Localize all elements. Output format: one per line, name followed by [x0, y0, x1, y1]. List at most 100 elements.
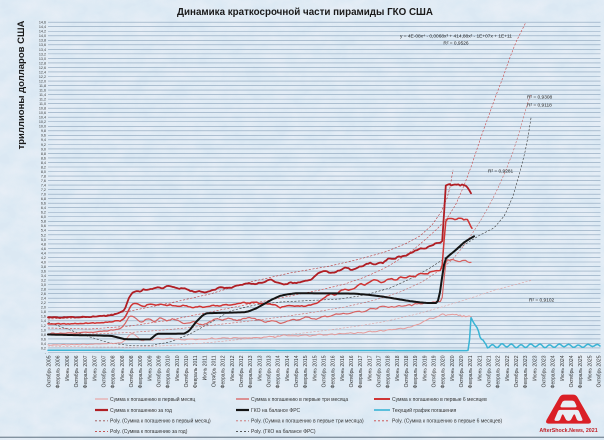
- svg-text:9,4: 9,4: [41, 138, 46, 142]
- svg-text:3,6: 3,6: [41, 269, 46, 273]
- svg-text:R² = 0,9102: R² = 0,9102: [529, 298, 555, 304]
- svg-text:14,2: 14,2: [39, 30, 46, 34]
- svg-text:11,6: 11,6: [39, 88, 46, 92]
- svg-text:8,0: 8,0: [41, 170, 46, 174]
- svg-text:12,2: 12,2: [39, 75, 46, 79]
- svg-text:Февраль 2023: Февраль 2023: [523, 355, 529, 388]
- svg-text:5,4: 5,4: [41, 229, 46, 233]
- svg-text:Динамика краткосрочной части п: Динамика краткосрочной части пирамиды ГК…: [177, 7, 433, 18]
- svg-text:Октябрь 2021: Октябрь 2021: [487, 355, 493, 387]
- svg-text:2,2: 2,2: [41, 301, 46, 305]
- svg-text:9,0: 9,0: [41, 147, 46, 151]
- svg-text:5,0: 5,0: [41, 238, 46, 242]
- svg-text:3,2: 3,2: [41, 279, 46, 283]
- svg-text:-: -: [45, 351, 47, 355]
- svg-text:Сумма к погашению в первый мес: Сумма к погашению в первый месяц: [110, 396, 195, 403]
- svg-text:Октябрь 2018: Октябрь 2018: [404, 355, 410, 387]
- svg-text:Июнь 2016: Июнь 2016: [340, 355, 346, 380]
- svg-text:6,6: 6,6: [41, 202, 46, 206]
- svg-text:4,2: 4,2: [41, 256, 46, 260]
- svg-text:9,8: 9,8: [41, 129, 46, 133]
- svg-text:10,2: 10,2: [39, 120, 46, 124]
- svg-text:2,6: 2,6: [41, 292, 46, 296]
- svg-text:y = 4E-08x⁴ - 0,0068x³ + 414,8: y = 4E-08x⁴ - 0,0068x³ + 414,88x² - 1E+0…: [400, 34, 512, 40]
- svg-text:Октябрь 2016: Октябрь 2016: [349, 355, 355, 387]
- svg-text:12,4: 12,4: [39, 70, 46, 74]
- svg-text:Октябрь 2020: Октябрь 2020: [459, 355, 465, 387]
- svg-text:Февраль 2018: Февраль 2018: [386, 355, 392, 388]
- svg-text:13,0: 13,0: [39, 57, 46, 61]
- svg-text:10,0: 10,0: [39, 125, 46, 129]
- svg-text:Июнь 2011: Июнь 2011: [202, 355, 208, 380]
- svg-text:R² = 0,9308: R² = 0,9308: [527, 95, 553, 101]
- svg-text:1,0: 1,0: [41, 328, 46, 332]
- svg-text:14,6: 14,6: [39, 21, 46, 25]
- svg-text:10,4: 10,4: [39, 116, 46, 120]
- svg-text:11,2: 11,2: [39, 98, 46, 102]
- svg-text:Октябрь 2012: Октябрь 2012: [239, 355, 245, 387]
- svg-text:Июнь 2022: Июнь 2022: [505, 355, 511, 380]
- svg-text:Октябрь 2019: Октябрь 2019: [432, 355, 438, 387]
- svg-text:Октябрь 2006: Октябрь 2006: [74, 355, 80, 387]
- svg-text:Июнь 2019: Июнь 2019: [422, 355, 428, 380]
- svg-text:1,6: 1,6: [41, 315, 46, 319]
- svg-text:Июнь 2020: Июнь 2020: [450, 355, 456, 380]
- svg-text:Февраль 2008: Февраль 2008: [111, 355, 117, 388]
- svg-text:Июнь 2012: Июнь 2012: [230, 355, 236, 380]
- svg-text:Сумма к погашению в первые 6 м: Сумма к погашению в первые 6 месяцев: [392, 397, 487, 403]
- svg-text:8,4: 8,4: [41, 161, 46, 165]
- svg-text:R² = 0,9118: R² = 0,9118: [527, 103, 552, 109]
- svg-text:2,0: 2,0: [41, 306, 46, 310]
- svg-text:8,8: 8,8: [41, 152, 46, 156]
- svg-text:Октябрь 2010: Октябрь 2010: [184, 355, 190, 387]
- svg-text:6,8: 6,8: [41, 197, 46, 201]
- svg-text:Октябрь 2022: Октябрь 2022: [514, 355, 520, 387]
- svg-text:4,0: 4,0: [41, 260, 46, 264]
- svg-text:Октябрь 2009: Октябрь 2009: [157, 355, 163, 387]
- svg-text:13,8: 13,8: [39, 39, 46, 43]
- svg-text:3,8: 3,8: [41, 265, 46, 269]
- svg-text:10,6: 10,6: [39, 111, 46, 115]
- svg-text:Февраль 2013: Февраль 2013: [248, 355, 254, 388]
- svg-text:Июнь 2006: Июнь 2006: [65, 355, 71, 380]
- svg-text:Февраль 2024: Февраль 2024: [551, 355, 557, 388]
- svg-text:2,4: 2,4: [41, 297, 46, 301]
- svg-text:Февраль 2015: Февраль 2015: [303, 355, 309, 388]
- svg-text:Февраль 2006: Февраль 2006: [56, 355, 62, 388]
- svg-text:10,8: 10,8: [39, 107, 46, 111]
- svg-text:12,6: 12,6: [39, 66, 46, 70]
- svg-text:3,0: 3,0: [41, 283, 46, 287]
- svg-text:Октябрь 2011: Октябрь 2011: [212, 355, 218, 387]
- svg-text:Февраль 2017: Февраль 2017: [358, 355, 364, 388]
- svg-text:4,8: 4,8: [41, 242, 46, 246]
- svg-text:8,2: 8,2: [41, 165, 46, 169]
- svg-text:6,0: 6,0: [41, 215, 46, 219]
- svg-text:Сумма к погашению за год: Сумма к погашению за год: [110, 408, 172, 414]
- svg-text:13,2: 13,2: [39, 52, 46, 56]
- svg-text:Февраль 2011: Февраль 2011: [193, 355, 199, 388]
- svg-text:0,4: 0,4: [41, 342, 46, 346]
- svg-text:ГКО на балансе ФРС: ГКО на балансе ФРС: [251, 408, 301, 414]
- svg-text:Июнь 2024: Июнь 2024: [560, 355, 566, 380]
- svg-text:Июнь 2025: Июнь 2025: [587, 355, 593, 380]
- svg-text:11,8: 11,8: [39, 84, 46, 88]
- svg-text:7,8: 7,8: [41, 174, 46, 178]
- svg-text:Июнь 2008: Июнь 2008: [120, 355, 126, 380]
- svg-text:Февраль 2025: Февраль 2025: [578, 355, 584, 388]
- svg-text:Февраль 2007: Февраль 2007: [83, 355, 89, 388]
- svg-text:Октябрь 2024: Октябрь 2024: [569, 355, 575, 387]
- svg-text:Октябрь 2023: Октябрь 2023: [542, 355, 548, 387]
- svg-text:4,4: 4,4: [41, 251, 46, 255]
- svg-text:Февраль 2019: Февраль 2019: [413, 355, 419, 388]
- svg-text:Июнь 2021: Июнь 2021: [477, 355, 483, 380]
- svg-text:8,6: 8,6: [41, 156, 46, 160]
- svg-text:Текущий график погашения: Текущий график погашения: [392, 407, 457, 414]
- svg-text:5,6: 5,6: [41, 224, 46, 228]
- svg-text:Июнь 2023: Июнь 2023: [532, 355, 538, 380]
- svg-text:Октябрь 2015: Октябрь 2015: [322, 355, 328, 387]
- svg-text:Февраль 2021: Февраль 2021: [468, 355, 474, 388]
- svg-text:0,8: 0,8: [41, 333, 46, 337]
- svg-text:Poly. (Сумма к погашению за го: Poly. (Сумма к погашению за год): [110, 429, 188, 435]
- svg-text:3,4: 3,4: [41, 274, 46, 278]
- svg-text:Poly. (Сумма к погашению в пер: Poly. (Сумма к погашению в первый месяц): [110, 418, 211, 425]
